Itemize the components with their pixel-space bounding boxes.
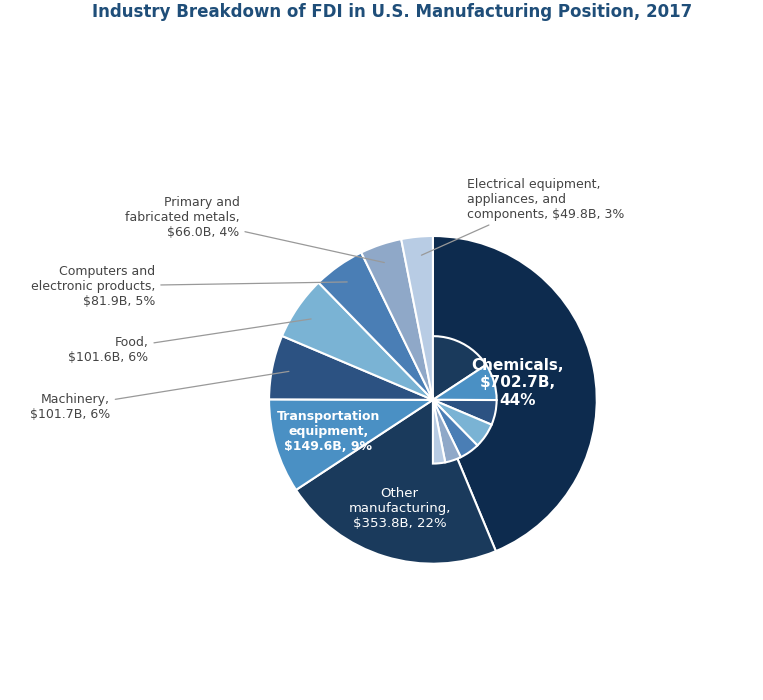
Wedge shape [296,336,496,564]
Wedge shape [401,236,446,463]
Wedge shape [269,336,497,425]
Title: Industry Breakdown of FDI in U.S. Manufacturing Position, 2017: Industry Breakdown of FDI in U.S. Manufa… [92,4,692,21]
Wedge shape [282,283,491,445]
Wedge shape [269,365,497,490]
Wedge shape [369,236,597,551]
Text: Electrical equipment,
appliances, and
components, $49.8B, 3%: Electrical equipment, appliances, and co… [421,178,624,256]
Wedge shape [318,253,478,457]
Text: Other
manufacturing,
$353.8B, 22%: Other manufacturing, $353.8B, 22% [349,487,451,530]
Wedge shape [361,239,461,463]
Text: Transportation
equipment,
$149.6B, 9%: Transportation equipment, $149.6B, 9% [276,410,380,452]
Text: Primary and
fabricated metals,
$66.0B, 4%: Primary and fabricated metals, $66.0B, 4… [125,196,385,262]
Text: Chemicals,
$702.7B,
44%: Chemicals, $702.7B, 44% [472,358,564,408]
Text: Computers and
electronic products,
$81.9B, 5%: Computers and electronic products, $81.9… [31,265,347,307]
Text: Machinery,
$101.7B, 6%: Machinery, $101.7B, 6% [30,372,289,421]
Text: Food,
$101.6B, 6%: Food, $101.6B, 6% [69,319,311,364]
